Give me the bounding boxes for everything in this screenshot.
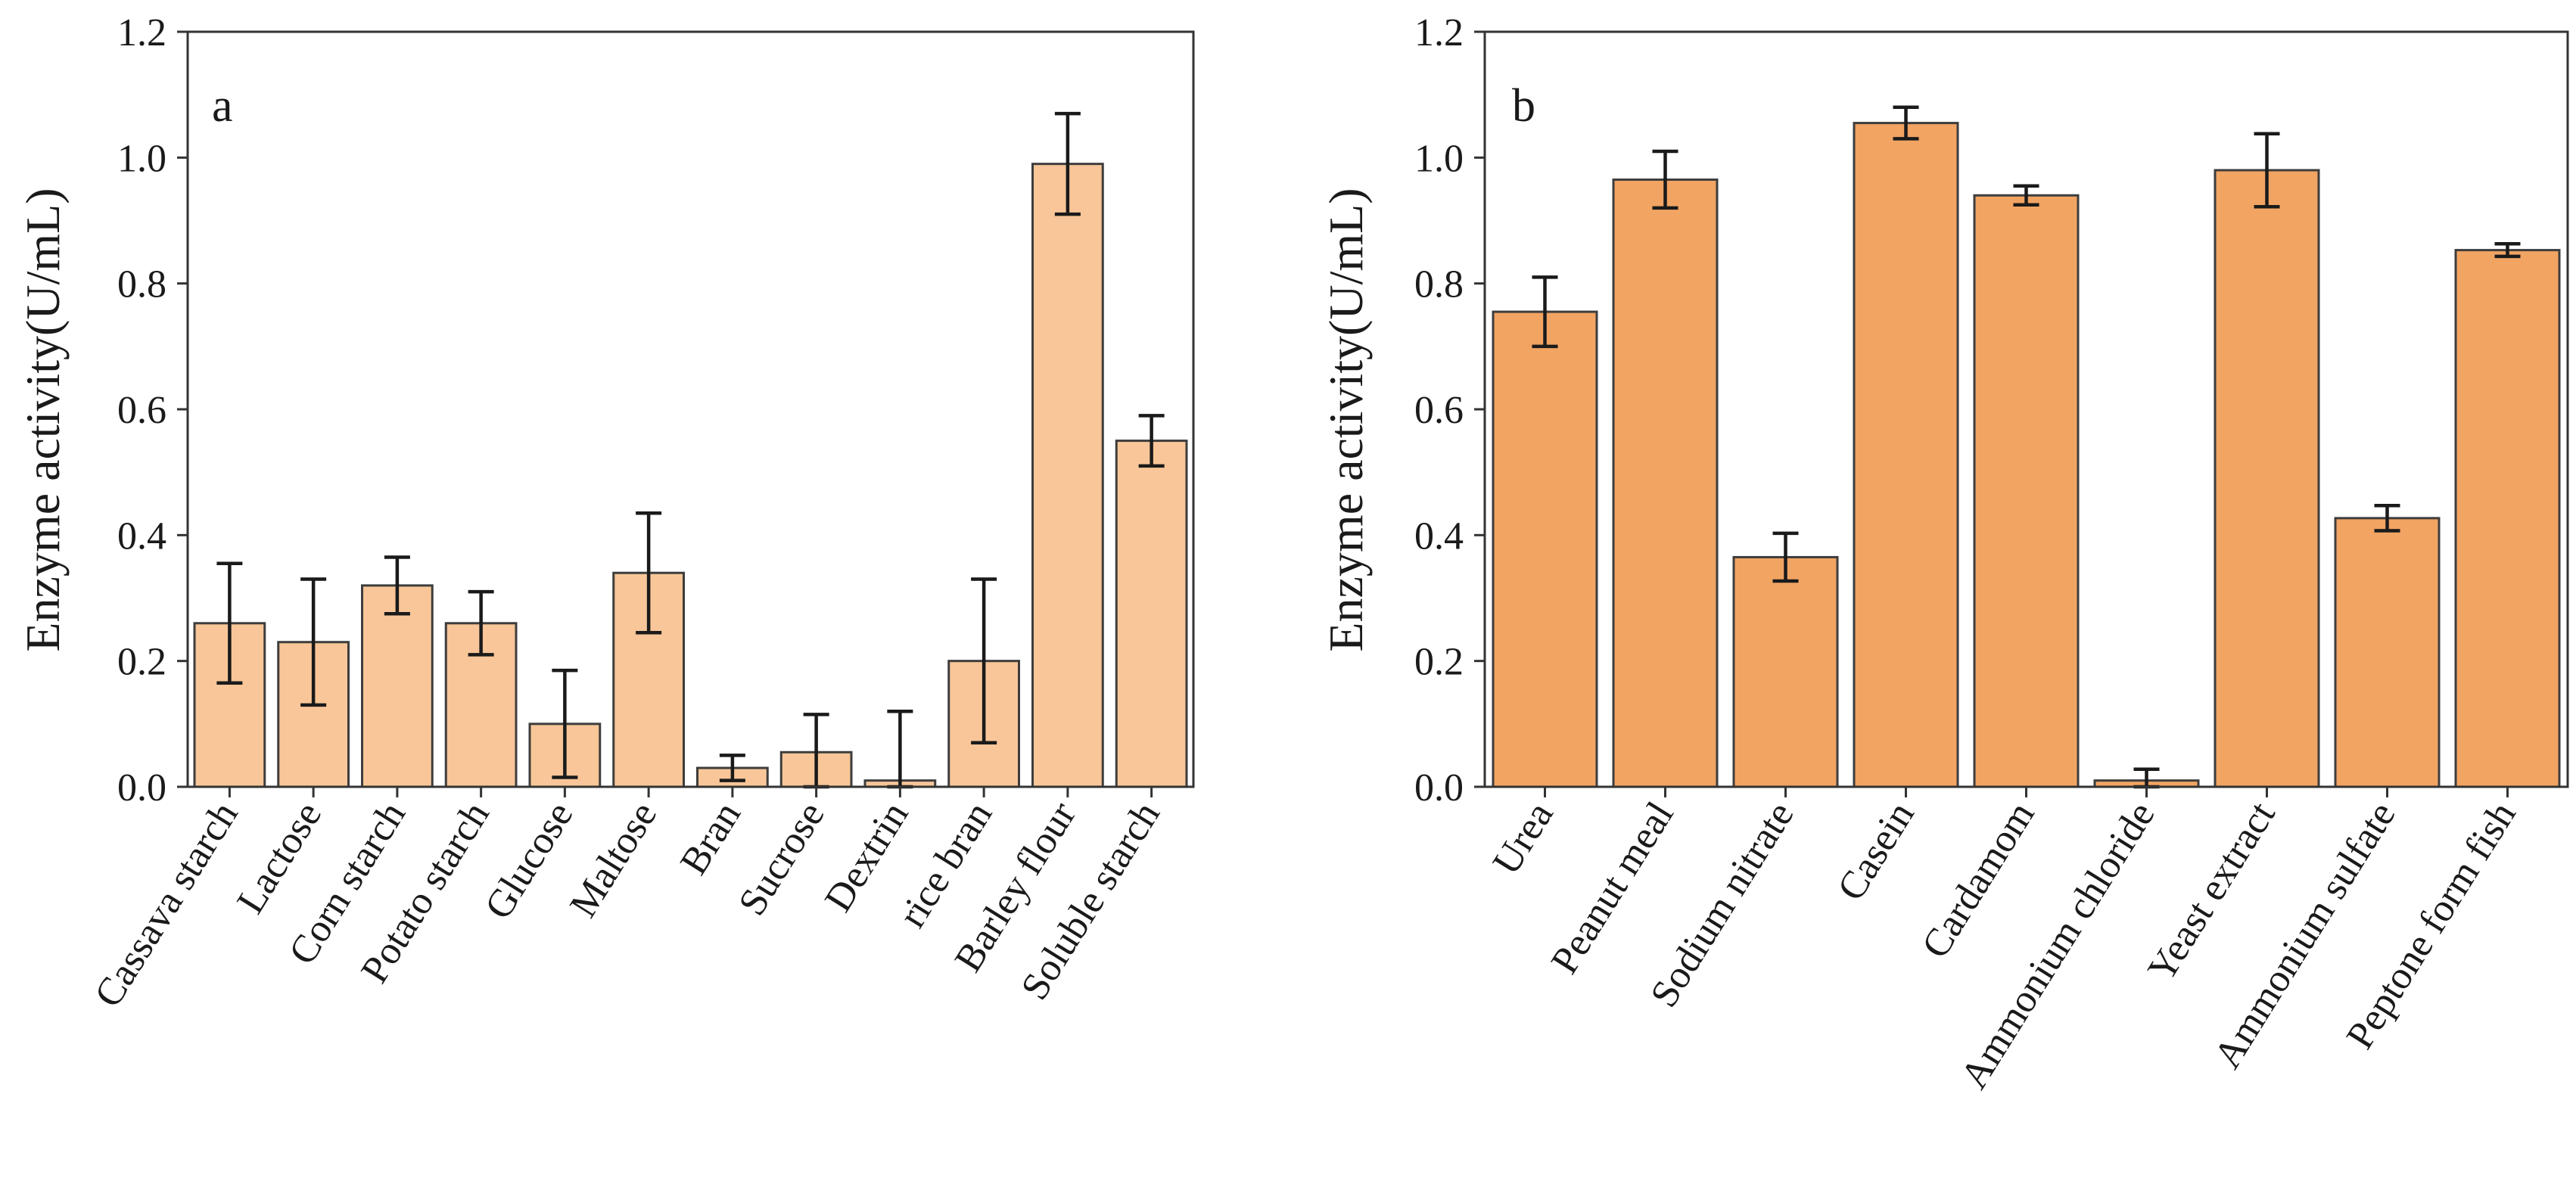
error-bar bbox=[300, 577, 327, 707]
bar bbox=[1612, 178, 1719, 788]
y-tick-label: 0.2 bbox=[117, 641, 166, 684]
error-bar bbox=[552, 668, 578, 779]
x-tick-label: Yeast extract bbox=[2140, 794, 2284, 990]
y-tick-label: 0.4 bbox=[1414, 514, 1464, 558]
panel-b: b Enzyme activity(U/mL) 0.0 0.2 0.4 0.6 0.8 1… bbox=[1319, 11, 2569, 1096]
x-tick-label: Maltose bbox=[562, 794, 665, 925]
error-bar bbox=[1652, 149, 1678, 210]
y-tick-label: 0.8 bbox=[117, 263, 166, 306]
error-bar bbox=[887, 709, 913, 789]
error-bar bbox=[1054, 111, 1081, 216]
y-tick-label: 0.2 bbox=[1414, 641, 1464, 684]
panel-label: a bbox=[212, 80, 233, 132]
bar bbox=[2334, 517, 2441, 788]
x-tick-label: Cardamom bbox=[1914, 794, 2043, 965]
bar bbox=[1732, 555, 1839, 788]
bar bbox=[1973, 194, 2080, 788]
x-tick-label: Bran bbox=[672, 794, 749, 882]
error-bar bbox=[384, 555, 410, 616]
plot-frame bbox=[1483, 30, 2569, 788]
y-tick-label: 1.0 bbox=[1414, 137, 1464, 180]
y-tick-label: 1.2 bbox=[1414, 11, 1464, 54]
error-bar bbox=[468, 589, 494, 657]
x-tick-label: Sucrose bbox=[730, 794, 833, 923]
y-tick-label: 0.0 bbox=[1414, 766, 1464, 810]
x-tick-label: Cassava starch bbox=[86, 794, 246, 1015]
y-tick-label: 0.6 bbox=[1414, 389, 1464, 432]
error-bar bbox=[2494, 242, 2521, 259]
bar bbox=[2214, 169, 2320, 788]
x-tick-label: Peanut meal bbox=[1543, 794, 1682, 981]
error-bar bbox=[1772, 531, 1799, 583]
bar bbox=[361, 584, 434, 788]
x-tick-label: Casein bbox=[1829, 794, 1922, 908]
y-axis-label: Enzyme activity(U/mL) bbox=[16, 188, 70, 651]
bar bbox=[1853, 122, 1959, 788]
error-bar bbox=[2013, 184, 2039, 207]
bar bbox=[1115, 440, 1188, 788]
y-tick-label: 1.2 bbox=[117, 11, 166, 54]
y-tick-label: 0.0 bbox=[117, 766, 166, 810]
y-axis-label: Enzyme activity(U/mL) bbox=[1319, 188, 1373, 651]
y-tick-label: 1.0 bbox=[117, 137, 166, 180]
panel-label: b bbox=[1512, 80, 1535, 132]
error-bar bbox=[1138, 414, 1165, 468]
error-bar bbox=[971, 577, 997, 745]
bar bbox=[2454, 249, 2561, 788]
error-bar bbox=[216, 561, 243, 685]
y-tick-label: 0.8 bbox=[1414, 263, 1464, 306]
bar bbox=[1492, 310, 1598, 788]
error-bar bbox=[2254, 132, 2280, 209]
bar bbox=[1031, 163, 1104, 788]
panel-a: a Enzyme activity(U/mL) 0.0 0.2 0.4 0.6 0.8 1… bbox=[16, 11, 1195, 1015]
error-bar bbox=[636, 511, 662, 635]
plot-frame bbox=[186, 30, 1195, 788]
x-tick-label: Urea bbox=[1485, 794, 1562, 882]
error-bar bbox=[1893, 105, 1919, 141]
y-tick-label: 0.6 bbox=[117, 389, 166, 432]
error-bar bbox=[719, 754, 745, 782]
error-bar bbox=[2374, 503, 2400, 533]
error-bar bbox=[1532, 275, 1558, 349]
y-tick-label: 0.4 bbox=[117, 514, 166, 558]
